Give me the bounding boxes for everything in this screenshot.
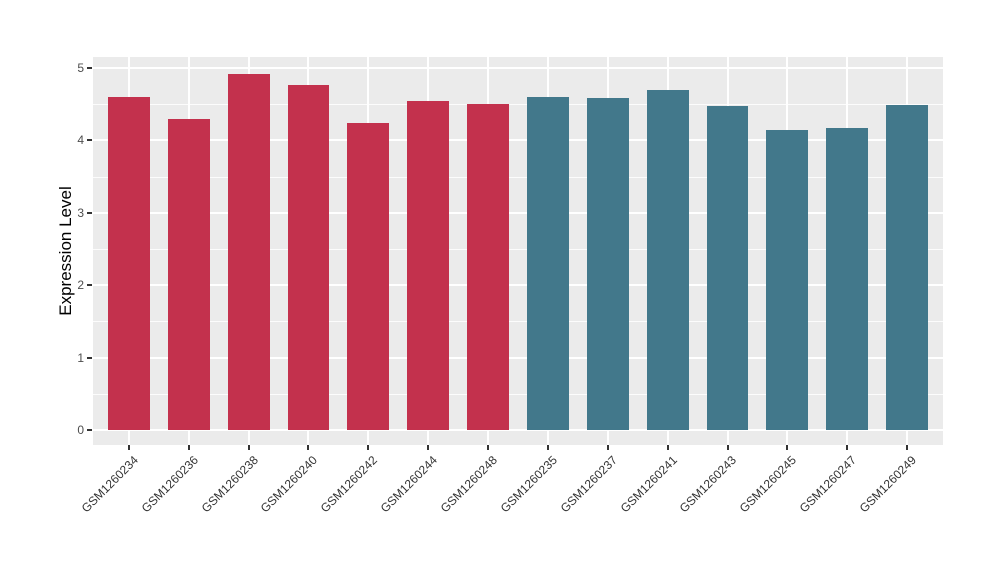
gridline-minor-y-1.5 <box>93 321 943 323</box>
x-tick-mark-GSM1260238 <box>247 445 250 450</box>
x-tick-mark-GSM1260234 <box>127 445 130 450</box>
bar-GSM1260245 <box>766 130 809 430</box>
x-tick-label-GSM1260245: GSM1260245 <box>736 453 800 516</box>
y-tick-mark-2 <box>87 284 92 287</box>
x-tick-label-GSM1260240: GSM1260240 <box>258 453 321 516</box>
x-tick-label-GSM1260234: GSM1260234 <box>78 453 141 516</box>
x-tick-mark-GSM1260244 <box>427 445 430 450</box>
x-tick-mark-GSM1260241 <box>666 445 669 450</box>
x-tick-mark-GSM1260242 <box>367 445 370 450</box>
bar-GSM1260237 <box>586 97 629 430</box>
x-tick-mark-GSM1260247 <box>846 445 849 450</box>
bar-GSM1260248 <box>467 104 509 430</box>
bar-GSM1260249 <box>886 104 929 430</box>
bar-GSM1260247 <box>826 128 869 430</box>
gridline-minor-y-0.5 <box>93 393 943 395</box>
bar-GSM1260244 <box>407 101 450 430</box>
gridline-minor-y-2.5 <box>93 249 943 250</box>
x-tick-label-GSM1260241: GSM1260241 <box>617 453 680 516</box>
plot-panel <box>93 57 943 445</box>
x-tick-mark-GSM1260240 <box>307 445 310 450</box>
gridline-major-y-1 <box>93 356 943 359</box>
y-tick-mark-4 <box>87 139 92 142</box>
x-tick-mark-GSM1260237 <box>606 445 609 450</box>
x-tick-label-GSM1260235: GSM1260235 <box>497 453 560 516</box>
gridline-major-y-4 <box>93 139 943 142</box>
x-tick-label-GSM1260243: GSM1260243 <box>677 453 740 516</box>
y-tick-label-4: 4 <box>77 133 84 148</box>
gridline-major-y-3 <box>93 211 943 214</box>
y-tick-mark-0 <box>87 429 92 431</box>
x-tick-mark-GSM1260249 <box>906 445 909 450</box>
x-tick-label-GSM1260236: GSM1260236 <box>138 453 201 516</box>
bar-GSM1260242 <box>347 123 390 430</box>
x-tick-mark-GSM1260243 <box>726 445 729 450</box>
bar-GSM1260243 <box>706 106 749 430</box>
gridline-major-y-5 <box>93 67 943 69</box>
bar-GSM1260235 <box>526 96 569 430</box>
y-tick-mark-3 <box>87 211 92 214</box>
x-tick-mark-GSM1260248 <box>487 445 490 450</box>
x-tick-label-GSM1260237: GSM1260237 <box>557 453 620 516</box>
y-tick-mark-1 <box>87 356 92 359</box>
y-tick-mark-5 <box>87 67 92 69</box>
x-tick-label-GSM1260244: GSM1260244 <box>377 453 441 516</box>
x-tick-label-GSM1260247: GSM1260247 <box>796 453 860 516</box>
x-tick-mark-GSM1260236 <box>187 445 190 450</box>
x-tick-label-GSM1260238: GSM1260238 <box>198 453 261 516</box>
bar-GSM1260240 <box>287 85 330 430</box>
bar-GSM1260241 <box>646 90 689 430</box>
y-tick-label-0: 0 <box>77 423 84 437</box>
x-tick-label-GSM1260249: GSM1260249 <box>856 453 919 516</box>
y-tick-label-5: 5 <box>77 61 84 75</box>
bar-GSM1260234 <box>107 96 150 430</box>
gridline-major-y-0 <box>93 429 943 431</box>
x-tick-label-GSM1260242: GSM1260242 <box>317 453 381 516</box>
x-tick-mark-GSM1260235 <box>546 445 549 450</box>
bar-GSM1260236 <box>167 118 210 430</box>
gridline-major-y-2 <box>93 284 943 287</box>
x-tick-mark-GSM1260245 <box>786 445 789 450</box>
gridline-minor-y-3.5 <box>93 176 943 178</box>
y-tick-label-2: 2 <box>77 278 84 293</box>
y-tick-label-1: 1 <box>77 350 84 365</box>
x-tick-label-GSM1260248: GSM1260248 <box>437 453 500 516</box>
bar-GSM1260238 <box>227 73 270 430</box>
y-tick-label-3: 3 <box>77 205 84 220</box>
gridline-minor-y-4.5 <box>93 104 943 106</box>
